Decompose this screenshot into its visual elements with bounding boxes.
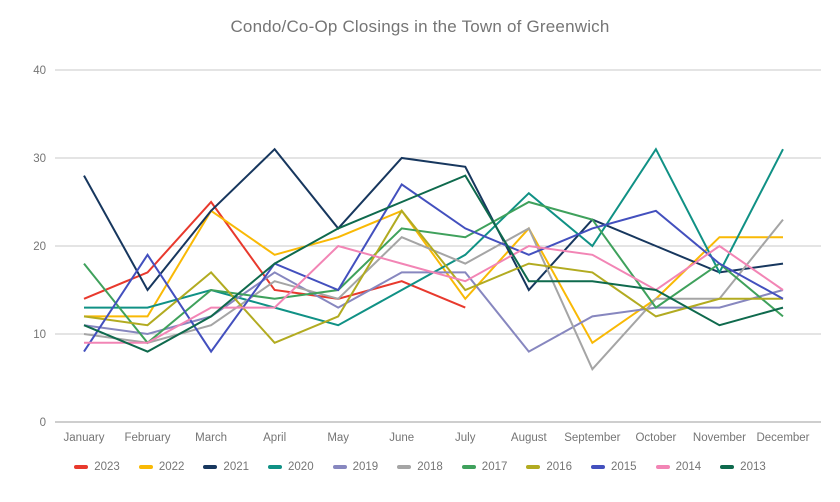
legend-swatch-2014 — [655, 465, 670, 469]
x-axis-label: November — [693, 432, 746, 444]
x-axis-label: February — [125, 432, 171, 444]
legend-item-2022: 2022 — [138, 461, 185, 473]
x-axis-label: July — [455, 432, 476, 444]
series-line-2014 — [84, 244, 784, 344]
series-line-2016 — [83, 209, 783, 344]
legend-swatch-2016 — [526, 465, 541, 469]
x-axis-label: September — [564, 432, 620, 444]
legend-swatch-2021 — [203, 465, 218, 469]
legend-swatch-2015 — [590, 465, 605, 469]
legend-label: 2017 — [481, 461, 508, 473]
legend-item-2016: 2016 — [526, 461, 572, 473]
x-axis-label: May — [327, 432, 349, 444]
legend-swatch-2013 — [720, 465, 735, 469]
y-axis-tick-label: 40 — [33, 65, 46, 77]
series-line-2013 — [83, 174, 784, 353]
x-axis-label: January — [64, 432, 105, 444]
series-line-2015 — [83, 182, 784, 354]
legend-swatch-2019 — [332, 465, 347, 469]
legend-swatch-2022 — [138, 465, 153, 469]
legend-item-2018: 2018 — [397, 461, 443, 473]
legend-item-2023: 2023 — [74, 461, 120, 473]
legend-item-2017: 2017 — [461, 461, 508, 473]
x-axis-label: August — [511, 432, 548, 444]
x-axis-label: June — [389, 432, 414, 444]
legend-label: 2021 — [223, 461, 250, 473]
x-axis-label: October — [635, 432, 676, 444]
legend-swatch-2020 — [268, 465, 283, 469]
legend-swatch-2018 — [397, 465, 412, 469]
plot-area: 0 10 20 30 40 January February March April May Jun… — [33, 65, 821, 444]
legend-label: 2016 — [546, 461, 572, 473]
legend-item-2021: 2021 — [203, 461, 249, 473]
series-line-2022 — [84, 209, 783, 345]
legend-item-2020: 2020 — [268, 461, 314, 473]
y-axis-tick-label: 30 — [33, 153, 46, 165]
legend-label: 2019 — [352, 461, 379, 473]
legend-label: 2018 — [417, 461, 443, 473]
legend-item-2014: 2014 — [655, 461, 702, 473]
y-axis-tick-label: 10 — [33, 329, 46, 341]
series-line-2021 — [83, 147, 784, 292]
legend-label: 2023 — [94, 461, 120, 473]
legend-swatch-2017 — [461, 465, 476, 469]
legend-item-2013: 2013 — [720, 461, 766, 473]
legend-label: 2015 — [610, 461, 637, 473]
legend-item-2015: 2015 — [590, 461, 637, 473]
legend-swatch-2023 — [74, 465, 89, 469]
series-line-2019 — [83, 271, 784, 353]
legend-label: 2020 — [288, 461, 314, 473]
y-axis-tick-label: 20 — [33, 241, 46, 253]
series-line-2017 — [83, 200, 784, 345]
legend-label: 2014 — [675, 461, 702, 473]
x-axis-label: December — [756, 432, 809, 444]
legend-label: 2022 — [158, 461, 185, 473]
legend-item-2019: 2019 — [332, 461, 379, 473]
series-line-2023 — [83, 200, 466, 309]
legend-label: 2013 — [740, 461, 766, 473]
legend: 2023 2022 2021 2020 2019 2018 2017 2016 2015 2014… — [0, 461, 840, 473]
x-axis-label: April — [263, 432, 286, 444]
y-axis-tick-label: 0 — [40, 417, 46, 429]
x-axis-label: March — [195, 432, 227, 444]
chart-title: Condo/Co-Op Closings in the Town of Gree… — [230, 17, 610, 36]
